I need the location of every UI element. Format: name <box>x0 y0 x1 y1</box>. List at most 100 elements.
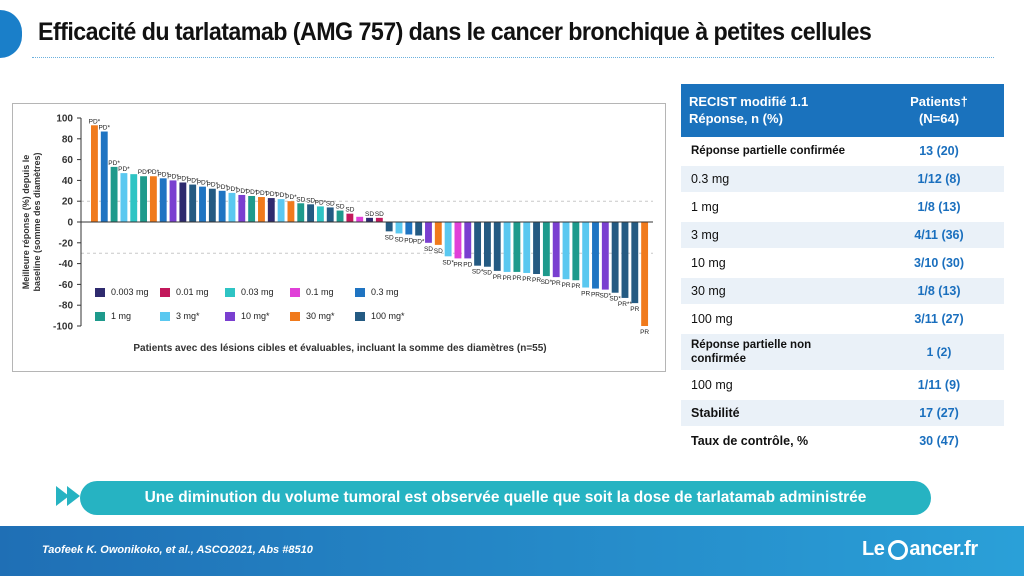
citation: Taofeek K. Owonikoko, et al., ASCO2021, … <box>42 544 313 556</box>
bar-label: SD <box>483 270 492 277</box>
legend-swatch <box>290 311 300 321</box>
bar-label: PD* <box>177 175 189 182</box>
legend-swatch <box>355 311 365 321</box>
bar-label: SD* <box>442 259 454 266</box>
row-label: 1 mg <box>681 193 874 222</box>
bar-label: PD* <box>157 171 169 178</box>
table-row: Réponse partielle non confirmée 1 (2) <box>681 333 1004 372</box>
bar-label: PD* <box>236 188 248 195</box>
bar-label: PR <box>532 277 541 284</box>
legend-swatch <box>160 311 170 321</box>
banner-arrow-icon <box>56 486 69 506</box>
row-label: 30 mg <box>681 277 874 306</box>
bar <box>425 222 432 243</box>
bar-label: PD* <box>197 180 209 187</box>
row-value: 1 (2) <box>874 333 1004 372</box>
y-axis-label: Meilleure réponse (%) depuis lebaseline … <box>21 152 42 291</box>
table-row: 30 mg 1/8 (13) <box>681 277 1004 306</box>
legend-swatch <box>290 287 300 297</box>
bar-label: SD* <box>472 269 484 276</box>
bar-label: SD* <box>609 296 621 303</box>
bar-label: PR <box>581 291 590 298</box>
bar <box>464 222 472 259</box>
legend-label: 1 mg <box>111 311 132 321</box>
bar-label: SD <box>365 211 374 218</box>
conclusion-banner: Une diminution du volume tumoral est obs… <box>80 481 931 515</box>
y-tick-label: -80 <box>59 301 74 312</box>
bar <box>513 222 521 272</box>
bar-label: PD* <box>138 169 150 176</box>
bar-label: PD* <box>226 186 238 193</box>
bar <box>307 204 315 222</box>
recist-response-table: RECIST modifié 1.1 Réponse, n (%) Patien… <box>681 84 1004 456</box>
legend-label: 3 mg* <box>176 311 200 321</box>
y-tick-label: -20 <box>59 238 74 249</box>
bar-label: PR <box>512 275 521 282</box>
row-value: 1/11 (9) <box>874 371 1004 400</box>
row-label: Taux de contrôle, % <box>681 427 874 456</box>
row-label: Stabilité <box>681 399 874 428</box>
logo-suffix: ancer.fr <box>909 538 978 560</box>
legend-row-1: 0.003 mg 0.01 mg 0.03 mg 0.1 mg 0.3 mg <box>95 287 420 297</box>
bar <box>277 199 285 222</box>
table-row: 3 mg 4/11 (36) <box>681 221 1004 250</box>
bar-label: SD <box>375 211 384 218</box>
header-patients-line2: (N=64) <box>918 110 960 126</box>
y-tick-label: 0 <box>67 218 73 229</box>
table-row: 1 mg 1/8 (13) <box>681 193 1004 222</box>
legend-swatch <box>355 287 365 297</box>
lecancer-logo[interactable]: Le ancer.fr <box>862 538 978 561</box>
bar <box>346 213 354 222</box>
bar <box>326 207 334 222</box>
title-divider <box>32 57 994 58</box>
legend-label: 100 mg* <box>371 311 405 321</box>
bar <box>375 217 383 222</box>
bar <box>208 188 216 222</box>
table-row: 0.3 mg 1/12 (8) <box>681 165 1004 194</box>
legend-label: 30 mg* <box>306 311 335 321</box>
bar <box>493 222 501 271</box>
bar <box>641 222 649 326</box>
bar <box>621 222 629 298</box>
y-tick-label: -40 <box>59 259 74 270</box>
legend-label: 0.3 mg <box>371 287 399 297</box>
bar <box>444 222 452 257</box>
bar <box>218 190 226 222</box>
bar <box>238 194 246 222</box>
row-value: 1/8 (13) <box>874 193 1004 222</box>
header-patients: Patients† (N=64) <box>874 84 1004 137</box>
footer-bar <box>0 526 1024 576</box>
corner-accent <box>0 10 22 58</box>
legend-item: 0.003 mg <box>95 287 157 297</box>
bar <box>434 222 442 245</box>
y-tick-label: -100 <box>53 322 73 333</box>
bar <box>503 222 511 272</box>
bar <box>100 131 108 222</box>
bar-label: PR <box>552 280 561 287</box>
legend-item: 0.1 mg <box>290 287 352 297</box>
bar <box>405 222 413 235</box>
row-value: 1/12 (8) <box>874 165 1004 194</box>
bar <box>287 201 295 222</box>
y-tick-label: 100 <box>56 114 73 125</box>
row-value: 3/10 (30) <box>874 249 1004 278</box>
bar-label: PD* <box>315 199 327 206</box>
row-value: 3/11 (27) <box>874 305 1004 334</box>
bar-label: PD* <box>89 118 101 125</box>
legend-item: 3 mg* <box>160 311 222 321</box>
bar-label: SD <box>326 200 335 207</box>
row-value: 13 (20) <box>874 137 1004 166</box>
bar <box>91 125 98 222</box>
bar-label: PD* <box>118 166 130 173</box>
y-tick-label: 40 <box>62 176 74 187</box>
legend-item: 100 mg* <box>355 311 417 321</box>
table-row: Taux de contrôle, % 30 (47) <box>681 427 1004 456</box>
table-row: 100 mg 3/11 (27) <box>681 305 1004 334</box>
y-tick-label: 60 <box>62 155 74 166</box>
bar-label: SD <box>394 236 403 243</box>
bar-label: SD <box>306 197 315 204</box>
bar-label: PD* <box>187 178 199 185</box>
bar <box>110 166 118 222</box>
waterfall-chart-svg: 100 80 60 40 20 0 -20 -40 -60 -80 -100 Meilleure ré… <box>21 114 653 336</box>
bar <box>562 222 570 280</box>
